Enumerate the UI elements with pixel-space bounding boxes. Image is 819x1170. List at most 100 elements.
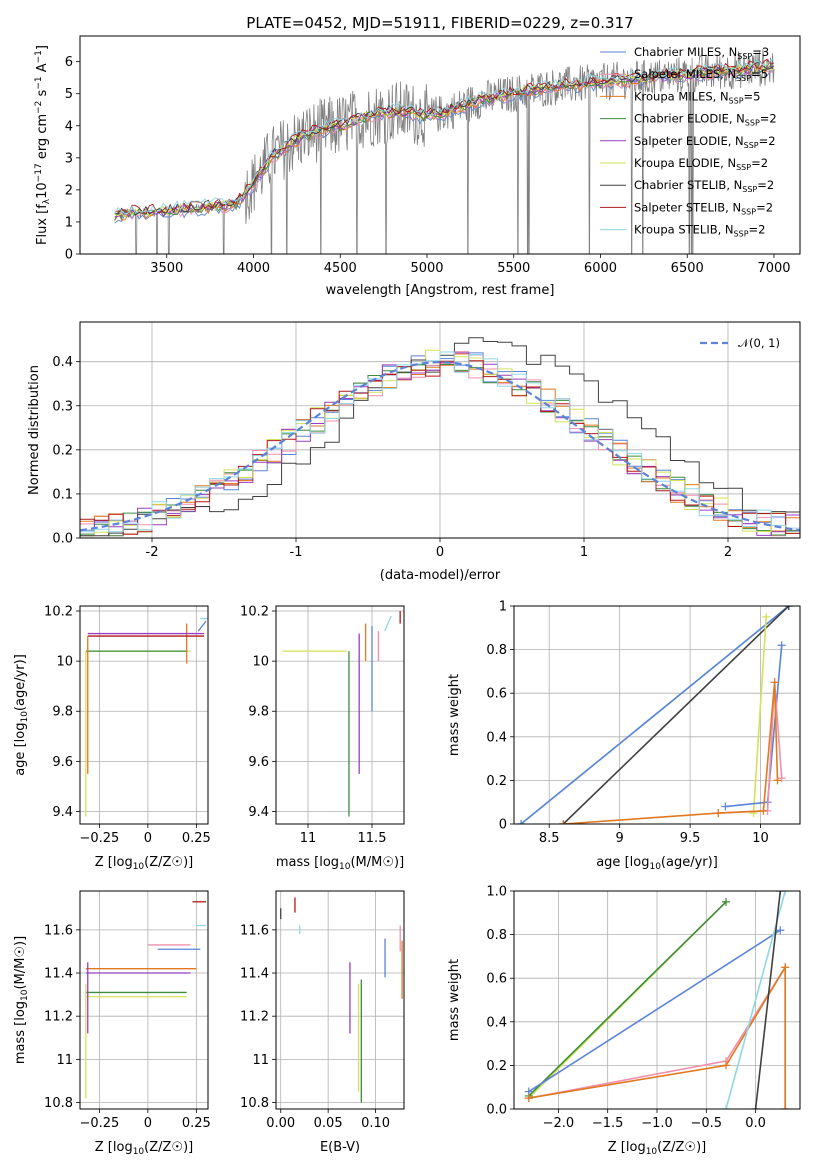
massweight-vs-age-panel: 8.5 9 9.5 10 0 0.2 0.4 0.6 0.8 1 age [log10(age/yr…	[447, 600, 801, 872]
spectrum-ytick-label: 5	[65, 87, 73, 102]
mass-vs-EBV-xlabel: E(B-V)	[320, 1140, 360, 1155]
residuals-axes-frame	[79, 321, 801, 539]
spectrum-ylabel: Flux [fλ10−17 erg cm−2 s−1 A−1]	[34, 45, 52, 245]
age-vs-mass-panel: 11 11.5 9.4 9.6 9.8 10 10.2 mass [log10(M/M☉)]	[240, 605, 405, 872]
spectrum-legend-label: Kroupa STELIB, NSSP=2	[634, 223, 765, 239]
age-vs-Z-xlabel: Z [log10(Z/Z☉)]	[95, 855, 193, 872]
mass-vs-Z-xtick-label: 0.25	[182, 1116, 211, 1131]
massweight-vs-Z-xtick-label: −1.5	[592, 1116, 624, 1131]
massweight-vs-age-series-line	[562, 606, 790, 824]
massweight-vs-age-point-marker	[773, 776, 782, 785]
age-vs-Z-xtick-label: 0	[144, 831, 152, 846]
age-vs-mass-ytick-label: 9.4	[248, 805, 269, 820]
age-vs-Z-ytick-label: 9.6	[52, 755, 73, 770]
massweight-vs-age-series-line	[563, 682, 779, 824]
spectrum-xtick-label: 3500	[150, 261, 183, 276]
spectrum-data-line	[114, 49, 775, 254]
massweight-vs-Z-point-marker	[722, 1061, 731, 1070]
massweight-vs-age-ytick-label: 0.2	[486, 774, 507, 789]
massweight-vs-age-xtick-label: 9.5	[680, 831, 701, 846]
age-vs-Z-xtick-label: −0.25	[79, 831, 119, 846]
massweight-vs-age-point-marker	[714, 809, 723, 818]
spectrum-xtick-label: 7000	[757, 261, 790, 276]
spectrum-xlabel: wavelength [Angstrom, rest frame]	[326, 283, 555, 298]
massweight-vs-Z-panel: −2.0 −1.5 −1.0 −0.5 0.0 0.0 0.2 0.4 0.6 0.8 1.0 Z […	[447, 885, 801, 1157]
residuals-ytick-label: 0.4	[52, 355, 73, 370]
mass-vs-Z-ytick-label: 11.6	[44, 923, 73, 938]
massweight-vs-Z-series-line	[725, 891, 786, 1109]
residuals-panel: -2 -1 0 1 2 0.0 0.1 0.2 0.3 0.4 (data-model)/erro…	[27, 321, 801, 583]
age-vs-mass-ytick-label: 10	[252, 655, 269, 670]
mass-vs-EBV-xtick-label: 0.05	[314, 1116, 343, 1131]
massweight-vs-Z-point-marker	[781, 963, 790, 972]
residuals-ytick-label: 0.1	[52, 487, 73, 502]
massweight-vs-age-ylabel: mass weight	[447, 674, 462, 756]
massweight-vs-age-series-line	[725, 645, 783, 808]
massweight-vs-Z-ytick-label: 0.4	[486, 1015, 507, 1030]
massweight-vs-age-point-marker	[762, 612, 771, 621]
age-vs-mass-ytick-label: 10.2	[240, 605, 269, 620]
residuals-legend: 𝒩(0, 1)	[700, 336, 780, 350]
massweight-vs-age-point-marker	[517, 820, 526, 824]
massweight-vs-age-ytick-label: 1	[499, 600, 507, 615]
massweight-vs-age-series-line	[752, 616, 767, 814]
massweight-vs-age-series-line	[520, 606, 790, 824]
mass-vs-EBV-ytick-label: 11.4	[240, 967, 269, 982]
massweight-vs-Z-point-marker	[722, 1105, 731, 1109]
mass-vs-Z-ytick-label: 11	[56, 1053, 73, 1068]
residuals-ytick-label: 0.0	[52, 532, 73, 547]
massweight-vs-Z-xlabel: Z [log10(Z/Z☉)]	[608, 1140, 706, 1157]
age-vs-Z-ytick-label: 9.8	[52, 705, 73, 720]
age-vs-mass-xlabel: mass [log10(M/M☉)]	[276, 855, 404, 872]
mass-vs-Z-xtick-label: −0.25	[79, 1116, 119, 1131]
massweight-vs-Z-series-line	[528, 929, 781, 1093]
mass-vs-Z-ytick-label: 10.8	[44, 1096, 73, 1111]
massweight-vs-age-xlabel: age [log10(age/yr)]	[596, 855, 718, 872]
massweight-vs-age-xtick-label: 8.5	[539, 831, 560, 846]
massweight-vs-Z-xtick-label: −1.0	[641, 1116, 673, 1131]
mass-vs-Z-panel: −0.25 0 0.25 10.8 11 11.2 11.4 11.6 Z [log10(Z/Z…	[13, 890, 211, 1157]
age-vs-mass-axes-frame	[275, 605, 405, 825]
massweight-vs-age-ytick-label: 0.8	[486, 643, 507, 658]
massweight-vs-age-axes-frame	[513, 605, 801, 825]
spectrum-legend-label: Salpeter ELODIE, NSSP=2	[634, 134, 776, 150]
massweight-vs-age-point-marker	[784, 606, 793, 610]
massweight-vs-age-point-marker	[770, 678, 779, 687]
massweight-vs-Z-ytick-label: 0.8	[486, 928, 507, 943]
massweight-vs-Z-point-marker	[722, 897, 731, 906]
massweight-vs-Z-ytick-label: 0.0	[486, 1103, 507, 1118]
massweight-vs-age-xtick-label: 10	[752, 831, 769, 846]
age-vs-mass-ytick-label: 9.6	[248, 755, 269, 770]
age-vs-Z-segment	[197, 620, 207, 632]
spectrum-ytick-label: 6	[65, 55, 73, 70]
spectrum-legend-label: Salpeter MILES, NSSP=5	[634, 67, 768, 83]
massweight-vs-age-point-marker	[721, 802, 730, 811]
spectrum-xtick-label: 6500	[671, 261, 704, 276]
spectrum-legend: Chabrier MILES, NSSP=3 Salpeter MILES, NS…	[600, 45, 777, 239]
massweight-vs-age-point-marker	[777, 641, 786, 650]
residuals-legend-label: 𝒩(0, 1)	[738, 336, 780, 350]
massweight-vs-age-point-marker	[777, 774, 786, 783]
mass-vs-EBV-panel: 0.00 0.05 0.10 10.8 11 11.2 11.4 11.6 E(B-V)	[240, 890, 405, 1155]
residuals-step-line	[80, 351, 800, 537]
spectrum-legend-label: Chabrier MILES, NSSP=3	[634, 45, 769, 61]
spectrum-xtick-label: 4500	[324, 261, 357, 276]
spectrum-ytick-label: 0	[65, 248, 73, 263]
mass-vs-Z-ytick-label: 11.2	[44, 1010, 73, 1025]
massweight-vs-age-point-marker	[759, 806, 768, 815]
massweight-vs-Z-xtick-label: −2.0	[543, 1116, 575, 1131]
spectrum-panel: PLATE=0452, MJD=51911, FIBERID=0229, z=0…	[34, 14, 801, 298]
massweight-vs-age-point-marker	[559, 820, 568, 824]
mass-vs-EBV-ytick-label: 11.6	[240, 923, 269, 938]
mass-vs-EBV-xtick-label: 0.00	[266, 1116, 295, 1131]
massweight-vs-Z-ylabel: mass weight	[447, 959, 462, 1041]
residuals-xtick-label: -1	[290, 545, 303, 560]
spectrum-xtick-label: 6000	[584, 261, 617, 276]
mass-vs-EBV-ytick-label: 11.2	[240, 1010, 269, 1025]
spectrum-legend-label: Chabrier STELIB, NSSP=2	[634, 178, 774, 194]
massweight-vs-Z-ytick-label: 1.0	[486, 885, 507, 900]
age-vs-Z-xtick-label: 0.25	[182, 831, 211, 846]
spectrum-ytick-label: 1	[65, 215, 73, 230]
mass-vs-EBV-xtick-label: 0.10	[361, 1116, 390, 1131]
